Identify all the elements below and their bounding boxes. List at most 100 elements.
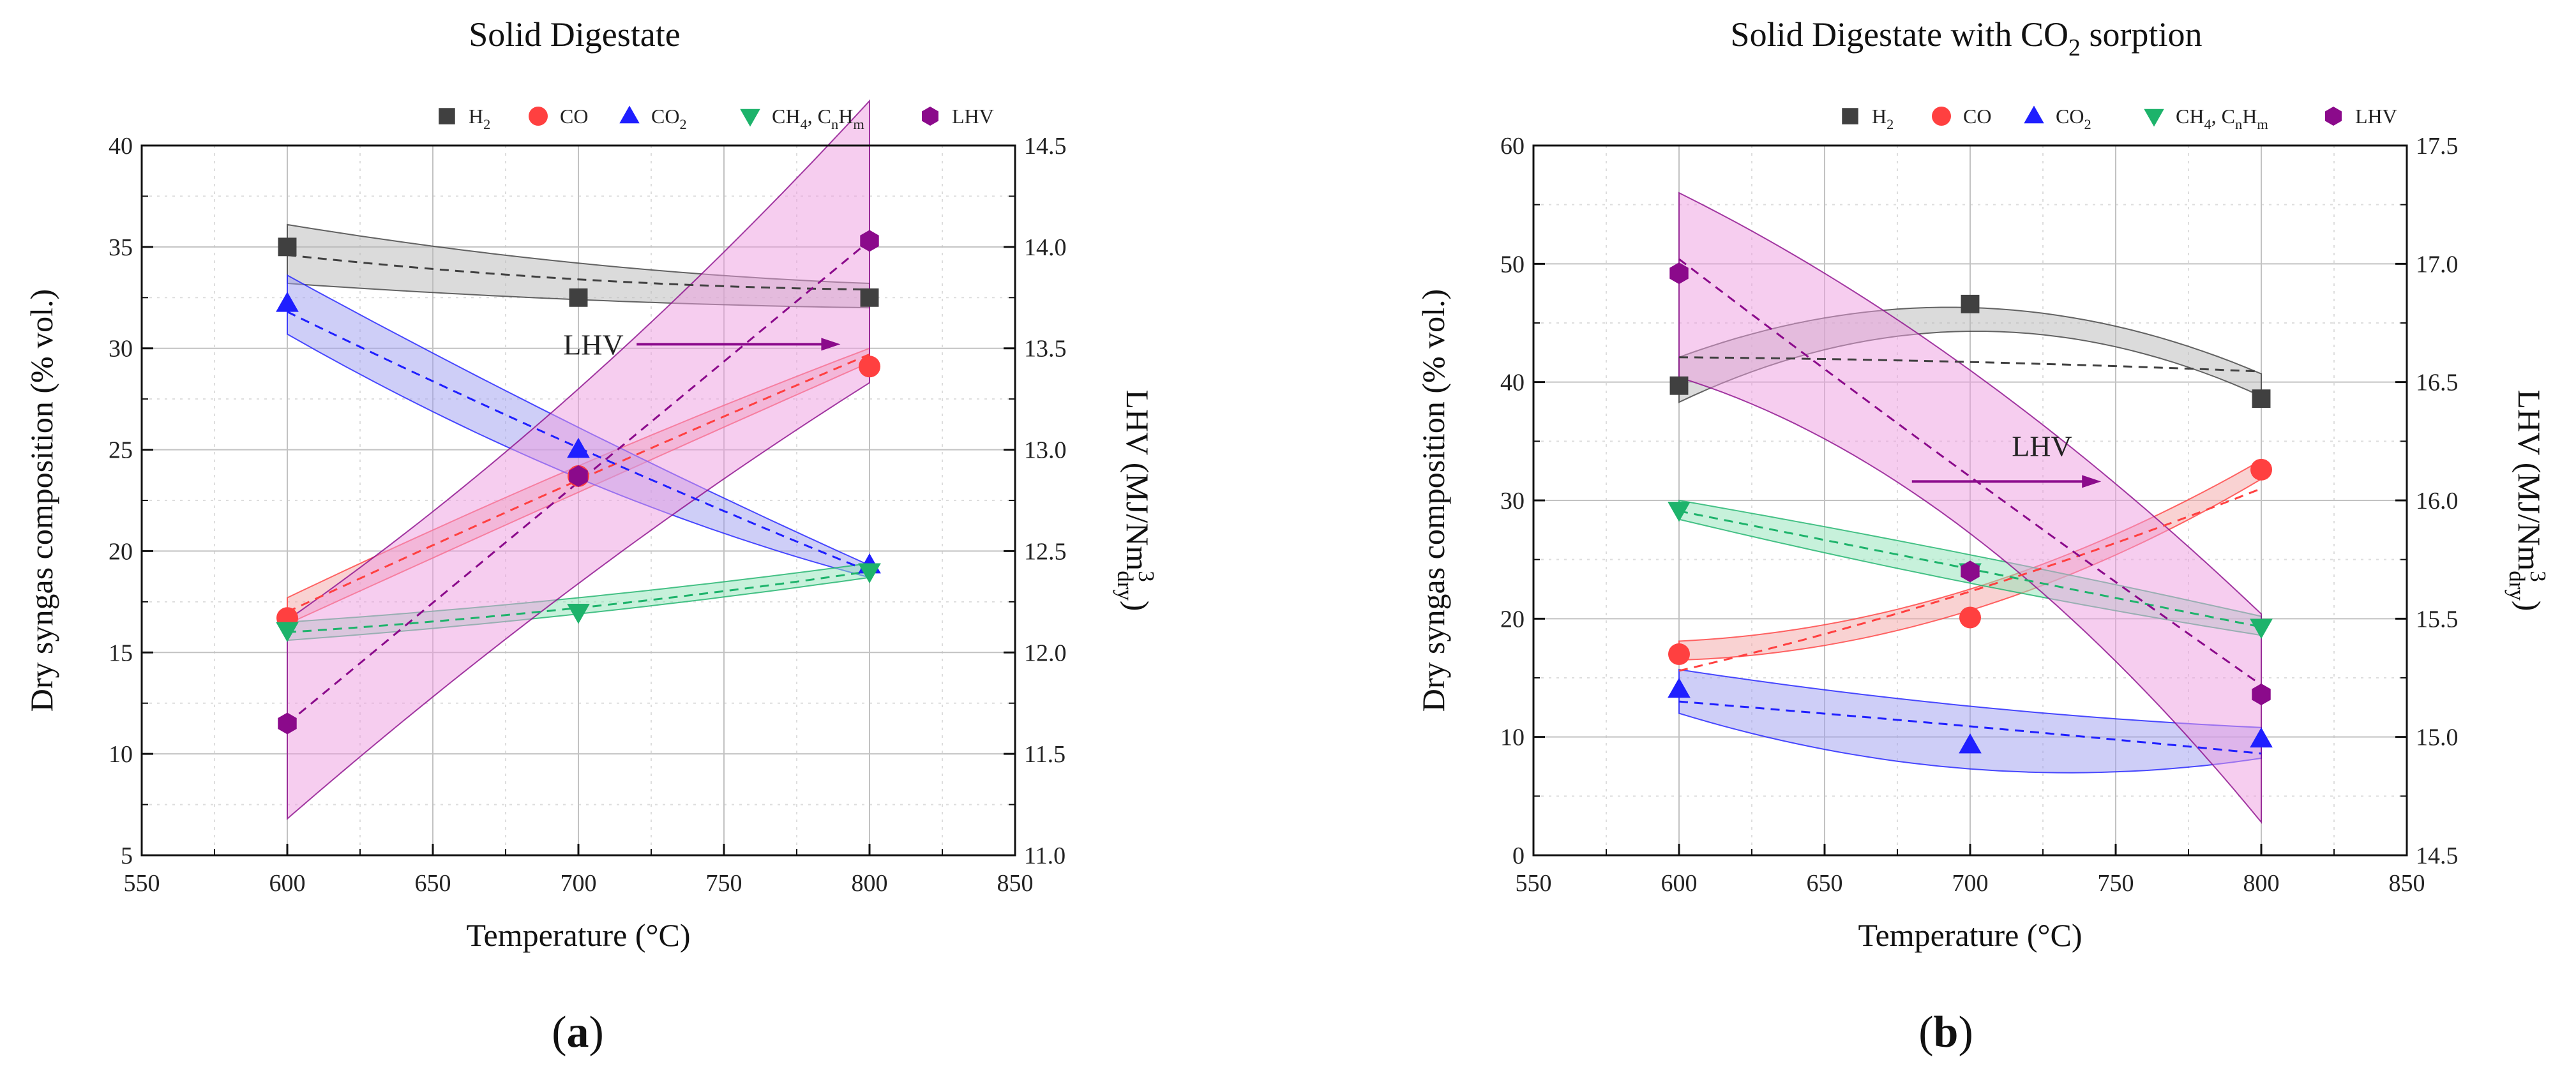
fit-line-lhv: [1678, 258, 2262, 686]
ticks: 550 600 650 700 750 800 850 0 10 20 30 40 50 60 14.5 15…: [1500, 133, 2459, 897]
chart-title: Solid Digestate with CO2 sorption: [1731, 15, 2203, 61]
legend-marker-lhv: [2325, 107, 2342, 126]
point-ch4-cnhm-800: [858, 563, 881, 583]
point-lhv-700: [1961, 560, 1980, 583]
y-tick-label: 10: [109, 741, 133, 768]
y2-tick-label: 14.0: [1024, 234, 1067, 261]
legend-marker-co: [1932, 107, 1951, 126]
y2-tick-label: 16.0: [2416, 488, 2459, 514]
y2-tick-label: 13.5: [1024, 336, 1067, 363]
legend-marker-co2: [2024, 105, 2044, 124]
legend-label-lhv: LHV: [952, 105, 994, 128]
point-h2-800: [2252, 389, 2271, 408]
legend-marker-co2: [619, 105, 640, 124]
y-tick-label: 40: [109, 133, 133, 160]
y-tick-label: 50: [1500, 251, 1525, 278]
y2-tick-label: 16.5: [2416, 370, 2459, 396]
data-markers: [276, 230, 881, 735]
y-tick-label: 25: [109, 437, 133, 464]
y2-tick-label: 15.0: [2416, 724, 2459, 751]
point-lhv-600: [1669, 262, 1689, 285]
y2-axis-label: LHV (MJ/Nm3dry): [2504, 389, 2550, 611]
x-tick-label: 550: [124, 870, 160, 897]
point-co-800: [2250, 458, 2272, 481]
lhv-annotation: LHV: [1911, 430, 2102, 488]
y2-tick-label: 17.5: [2416, 133, 2459, 160]
x-axis-label: Temperature (°C): [1858, 917, 2082, 953]
panel-label: (b): [1918, 1008, 1973, 1057]
point-lhv-600: [278, 712, 297, 735]
annotation-arrow-head: [821, 338, 841, 351]
data-markers: [1668, 262, 2273, 754]
fit-line-co2: [1678, 700, 2262, 755]
fit-line-h2: [287, 254, 870, 291]
point-h2-600: [278, 237, 297, 257]
x-tick-label: 850: [997, 870, 1034, 897]
lhv-annotation: LHV: [563, 328, 841, 361]
y-tick-label: 35: [109, 234, 133, 261]
legend-label-h2: H2: [469, 105, 490, 132]
x-tick-label: 850: [2389, 870, 2425, 897]
point-co2-600: [276, 292, 299, 312]
point-h2-800: [860, 288, 879, 307]
chart-panel-b: 550 600 650 700 750 800 850 0 10 20 30 40 50 60 14.5 15…: [1415, 15, 2550, 1057]
point-co2-700: [1959, 733, 1982, 754]
y2-tick-label: 15.5: [2416, 606, 2459, 633]
annotation-arrow-head: [2082, 475, 2102, 488]
legend-label-ch4-cnhm: CH4, CnHm: [2176, 105, 2268, 132]
y2-tick-label: 14.5: [2416, 843, 2459, 869]
point-ch4-cnhm-600: [276, 622, 299, 643]
legend-label-co2: CO2: [651, 105, 687, 132]
y-tick-label: 30: [109, 336, 133, 363]
point-co-800: [859, 356, 880, 378]
y-tick-label: 20: [1500, 606, 1525, 633]
legend-marker-co: [529, 107, 548, 126]
x-tick-label: 800: [852, 870, 888, 897]
y-tick-label: 0: [1512, 843, 1525, 869]
y2-axis-label: LHV (MJ/Nm3dry): [1113, 389, 1159, 611]
x-tick-label: 650: [415, 870, 451, 897]
y-axis-label: Dry syngas composition (% vol.): [24, 289, 59, 712]
y-tick-label: 30: [1500, 488, 1525, 514]
point-lhv-800: [860, 230, 879, 252]
y2-tick-label: 12.0: [1024, 640, 1067, 666]
point-co2-700: [567, 437, 590, 458]
y-tick-label: 20: [109, 538, 133, 565]
ticks: 550 600 650 700 750 800 850 5 10 15 20 25 30 35 40 11.0…: [109, 133, 1067, 897]
point-co2-800: [2250, 727, 2273, 748]
y-tick-label: 10: [1500, 724, 1525, 751]
panel-label: (a): [552, 1008, 604, 1057]
point-h2-600: [1669, 376, 1689, 395]
point-lhv-800: [2252, 683, 2271, 705]
annotation-text: LHV: [2012, 430, 2072, 462]
point-ch4-cnhm-600: [1668, 502, 1691, 522]
legend-marker-ch4-cnhm: [2144, 109, 2164, 127]
point-h2-700: [569, 288, 588, 307]
point-ch4-cnhm-800: [2250, 618, 2273, 640]
fit-line-co2: [287, 311, 870, 573]
y2-tick-label: 13.0: [1024, 437, 1067, 464]
legend-label-h2: H2: [1872, 105, 1894, 132]
fit-line-co: [1678, 488, 2262, 672]
band-lhv: [287, 99, 870, 820]
band-lhv: [1678, 191, 2262, 824]
y-tick-label: 60: [1500, 133, 1525, 160]
x-tick-label: 800: [2243, 870, 2280, 897]
x-tick-label: 600: [269, 870, 306, 897]
legend-marker-ch4-cnhm: [740, 109, 760, 127]
legend-marker-lhv: [922, 107, 938, 126]
y2-tick-label: 11.0: [1024, 843, 1066, 869]
y-tick-label: 40: [1500, 370, 1525, 396]
chart-panel-a: 550 600 650 700 750 800 850 5 10 15 20 25 30 35 40 11.0…: [24, 15, 1159, 1057]
x-tick-label: 750: [706, 870, 742, 897]
legend: H2 CO CO2 CH4, CnHm LHV: [439, 105, 994, 132]
y2-tick-label: 12.5: [1024, 538, 1067, 565]
legend-label-co2: CO2: [2056, 105, 2091, 132]
point-h2-700: [1961, 294, 1980, 313]
point-ch4-cnhm-700: [567, 603, 590, 624]
chart-title: Solid Digestate: [469, 15, 680, 54]
fit-line-h2: [1678, 356, 2262, 373]
y-tick-label: 5: [121, 843, 133, 869]
legend-label-lhv: LHV: [2355, 105, 2397, 128]
